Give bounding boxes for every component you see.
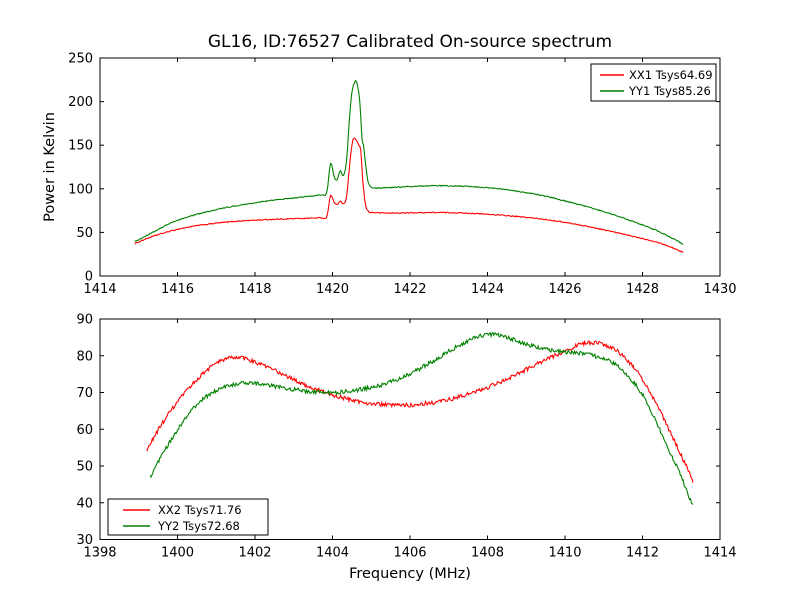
curves-layer-0 [134, 79, 684, 254]
legend-0: XX1 Tsys64.69 YY1 Tsys85.26 [590, 63, 717, 102]
x-tick-label: 1428 [626, 282, 659, 297]
y-tick-label: 60 [76, 423, 93, 438]
legend-label: YY1 Tsys85.26 [628, 84, 711, 98]
subplot-1: 1398 1400 1402 1404 1406 1408 1410 1412 1414 30 40… [76, 313, 736, 561]
x-tick-label: 1404 [316, 546, 349, 561]
x-tick-label: 1412 [626, 546, 659, 561]
x-tick-label: 1398 [83, 546, 116, 561]
x-tick-label: 1424 [471, 282, 504, 297]
x-tick-label: 1426 [548, 282, 581, 297]
plots-layer: 1414 1416 1418 1420 1422 1424 1426 1428 14300501… [68, 52, 736, 561]
x-tick-label: 1402 [238, 546, 271, 561]
x-tick-label: 1406 [393, 546, 426, 561]
x-tick-label: 1400 [161, 546, 194, 561]
series-curve-xx2 [146, 339, 694, 483]
y-tick-label: 0 [85, 270, 93, 285]
legend-box [107, 498, 269, 536]
x-tick-label: 1418 [238, 282, 271, 297]
x-axis-label: Frequency (MHz) [349, 566, 471, 582]
y-tick-label: 200 [68, 95, 93, 110]
y-tick-label: 40 [76, 496, 93, 511]
series-curve-yy2 [149, 331, 694, 505]
curves-layer-1 [146, 331, 694, 505]
tick-labels-0: 1414 1416 1418 1420 1422 1424 1426 1428 1430 0 50 1… [68, 52, 736, 298]
series-curve-xx1 [134, 137, 684, 254]
y-tick-label: 150 [68, 139, 93, 154]
ticks-layer-1 [99, 318, 721, 540]
y-tick-label: 100 [68, 182, 93, 197]
y-tick-label: 50 [76, 226, 93, 241]
x-tick-label: 1414 [83, 282, 116, 297]
legend-1: XX2 Tsys71.76 YY2 Tsys72.68 [107, 498, 269, 536]
y-tick-label: 250 [68, 52, 93, 67]
y-axis-label: Power in Kelvin [42, 112, 58, 222]
x-tick-label: 1420 [316, 282, 349, 297]
x-tick-label: 1416 [161, 282, 194, 297]
legend-box [590, 63, 717, 102]
ticks-layer-0 [99, 57, 721, 277]
y-tick-label: 80 [76, 349, 93, 364]
chart-title: GL16, ID:76527 Calibrated On-source spec… [208, 32, 612, 52]
subplot-0: 1414 1416 1418 1420 1422 1424 1426 1428 1430 0 50 1… [68, 52, 736, 298]
y-tick-label: 50 [76, 460, 93, 475]
legend-label: YY2 Tsys72.68 [157, 519, 240, 533]
y-tick-label: 90 [76, 313, 93, 328]
x-tick-label: 1414 [703, 546, 736, 561]
legend-label: XX2 Tsys71.76 [158, 503, 242, 517]
y-tick-label: 70 [76, 386, 93, 401]
x-tick-label: 1410 [548, 546, 581, 561]
tick-labels-1: 1398 1400 1402 1404 1406 1408 1410 1412 1414 30 40… [76, 313, 736, 561]
series-curve-yy1 [134, 79, 684, 245]
x-tick-label: 1408 [471, 546, 504, 561]
x-tick-label: 1430 [703, 282, 736, 297]
legend-label: XX1 Tsys64.69 [629, 68, 713, 82]
x-tick-label: 1422 [393, 282, 426, 297]
y-tick-label: 30 [76, 533, 93, 548]
